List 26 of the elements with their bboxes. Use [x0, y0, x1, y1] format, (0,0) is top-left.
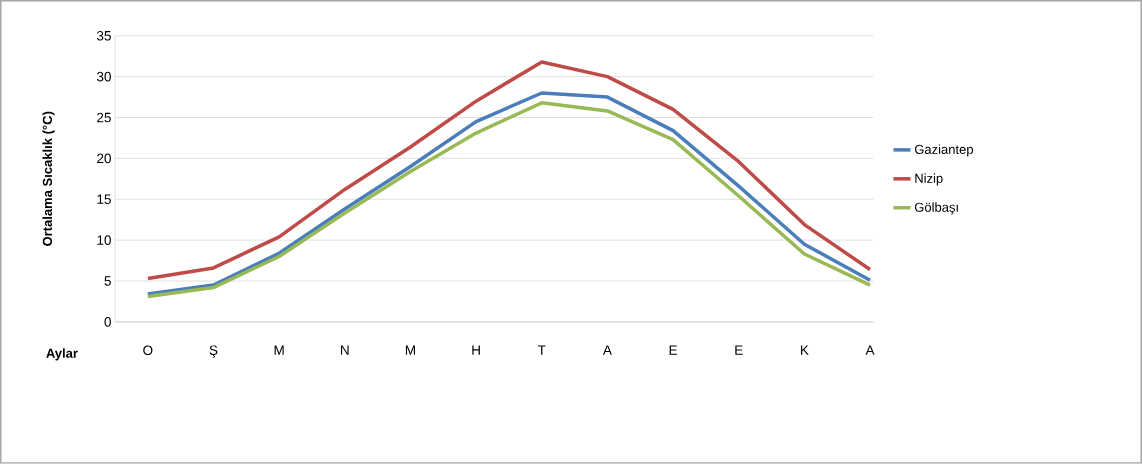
y-tick-label: 5: [104, 276, 111, 286]
x-tick-label: K: [800, 345, 809, 355]
y-tick-label: 20: [97, 153, 111, 164]
x-tick-label: O: [143, 345, 153, 356]
x-tick-label: N: [341, 345, 349, 355]
x-axis-title: Aylar: [46, 348, 78, 361]
y-axis-title: Ortalama Sıcaklık (°C): [42, 111, 55, 247]
legend-label: Gaziantep: [914, 144, 973, 157]
y-tick-label: 10: [97, 235, 111, 246]
x-tick-label: A: [602, 345, 612, 355]
x-tick-label: T: [537, 345, 546, 355]
x-tick-label: E: [669, 345, 677, 355]
y-tick-label: 25: [97, 112, 111, 123]
y-tick-label: 35: [96, 31, 111, 41]
x-tick-label: E: [735, 345, 743, 355]
legend-label: Nizip: [915, 173, 943, 186]
y-tick-label: 0: [104, 317, 111, 327]
y-tick-label: 15: [97, 194, 111, 205]
legend-label: Gölbaşı: [914, 202, 958, 215]
x-tick-label: A: [865, 345, 875, 355]
x-tick-label: H: [472, 345, 480, 355]
x-tick-label: Ş: [209, 345, 218, 358]
x-tick-label: M: [274, 345, 284, 355]
line-series: [146, 60, 872, 281]
x-tick-label: M: [405, 345, 415, 355]
y-tick-label: 30: [96, 72, 111, 82]
